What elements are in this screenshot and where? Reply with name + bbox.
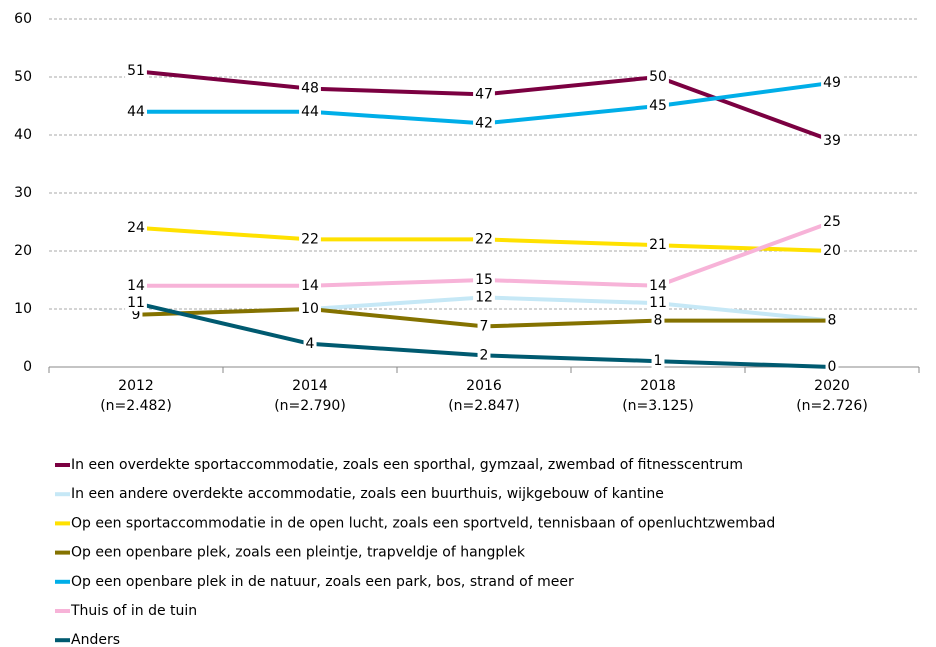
- data-label-bg: [125, 277, 147, 294]
- data-label: 48: [301, 81, 319, 97]
- data-label-bg: [473, 86, 495, 103]
- y-tick-label: 30: [14, 185, 32, 201]
- data-label: 11: [127, 295, 145, 311]
- x-tick-label: 2020: [814, 378, 850, 394]
- data-label: 7: [480, 318, 489, 334]
- legend-label: In een andere overdekte accommodatie, zo…: [71, 486, 664, 502]
- data-label-bg: [651, 353, 665, 370]
- data-label: 51: [127, 63, 145, 79]
- x-tick-label: 2018: [640, 378, 676, 394]
- y-tick-label: 50: [14, 69, 32, 85]
- data-label-bg: [473, 272, 495, 288]
- data-label-bg: [821, 132, 843, 149]
- data-label-bg: [821, 214, 843, 230]
- y-tick-label: 10: [14, 301, 32, 317]
- data-label: 10: [301, 301, 319, 317]
- x-tick-label: 2012: [118, 378, 154, 394]
- legend-label: Op een openbare plek in de natuur, zoals…: [71, 574, 574, 590]
- x-tick-sublabel: (n=2.790): [274, 398, 346, 414]
- data-label-bg: [125, 295, 147, 312]
- data-label-bg: [125, 63, 147, 80]
- x-tick-sublabel: (n=2.726): [796, 398, 868, 414]
- y-tick-label: 60: [14, 11, 32, 27]
- data-label: 25: [823, 214, 841, 230]
- data-label-bg: [821, 74, 843, 91]
- data-label: 9: [132, 307, 141, 323]
- data-label: 50: [649, 69, 667, 85]
- data-label-bg: [651, 312, 665, 329]
- data-label-bg: [299, 277, 321, 294]
- data-label: 8: [654, 313, 663, 329]
- data-label-bg: [299, 231, 321, 248]
- x-tick-sublabel: (n=2.482): [100, 398, 172, 414]
- data-label-bg: [821, 243, 843, 259]
- data-label: 44: [127, 104, 145, 120]
- data-label-bg: [825, 312, 839, 329]
- data-label: 11: [649, 295, 667, 311]
- data-label-bg: [647, 295, 669, 312]
- data-label-bg: [647, 98, 669, 114]
- data-label: 44: [301, 104, 319, 120]
- data-label-bg: [303, 335, 317, 352]
- data-label: 14: [649, 278, 667, 294]
- data-label: 20: [823, 243, 841, 259]
- x-tick-label: 2016: [466, 378, 502, 394]
- x-tick-sublabel: (n=3.125): [622, 398, 694, 414]
- y-tick-label: 40: [14, 127, 32, 143]
- data-label: 45: [649, 98, 667, 114]
- data-label: 8: [828, 313, 837, 329]
- data-label-bg: [125, 219, 147, 236]
- data-label-bg: [299, 301, 321, 317]
- data-label-bg: [477, 318, 491, 335]
- data-label-bg: [647, 237, 669, 254]
- data-label: 14: [127, 278, 145, 294]
- x-tick-sublabel: (n=2.847): [448, 398, 520, 414]
- legend-label: Anders: [71, 632, 120, 647]
- data-label-bg: [477, 347, 491, 364]
- data-label: 14: [301, 278, 319, 294]
- data-label-bg: [299, 80, 321, 97]
- data-label: 42: [475, 115, 493, 131]
- legend-label: Op een sportaccommodatie in de open luch…: [71, 515, 775, 531]
- data-label-bg: [825, 359, 839, 375]
- data-label-bg: [473, 231, 495, 248]
- data-label: 4: [306, 336, 315, 352]
- x-tick-label: 2014: [292, 378, 328, 394]
- data-label: 24: [127, 220, 145, 236]
- data-label-bg: [473, 289, 495, 306]
- data-label: 22: [301, 231, 319, 247]
- data-label: 1: [654, 353, 663, 369]
- data-label: 39: [823, 133, 841, 149]
- series-line: [309, 295, 833, 323]
- legend-label: Thuis of in de tuin: [70, 603, 197, 619]
- data-label-bg: [125, 103, 147, 120]
- y-tick-label: 20: [14, 243, 32, 259]
- legend-label: In een overdekte sportaccommodatie, zoal…: [71, 457, 743, 473]
- legend-label: Op een openbare plek, zoals een pleintje…: [71, 545, 526, 561]
- data-label: 12: [475, 289, 493, 305]
- data-label-bg: [299, 103, 321, 120]
- data-label-bg: [647, 277, 669, 294]
- data-label: 15: [475, 272, 493, 288]
- data-label: 2: [480, 347, 489, 363]
- data-label-bg: [473, 115, 495, 132]
- data-label: 0: [828, 359, 837, 375]
- y-tick-label: 0: [23, 359, 32, 375]
- data-label-bg: [647, 69, 669, 85]
- data-label: 49: [823, 75, 841, 91]
- data-label: 21: [649, 237, 667, 253]
- data-label: 22: [475, 231, 493, 247]
- data-label: 47: [475, 86, 493, 102]
